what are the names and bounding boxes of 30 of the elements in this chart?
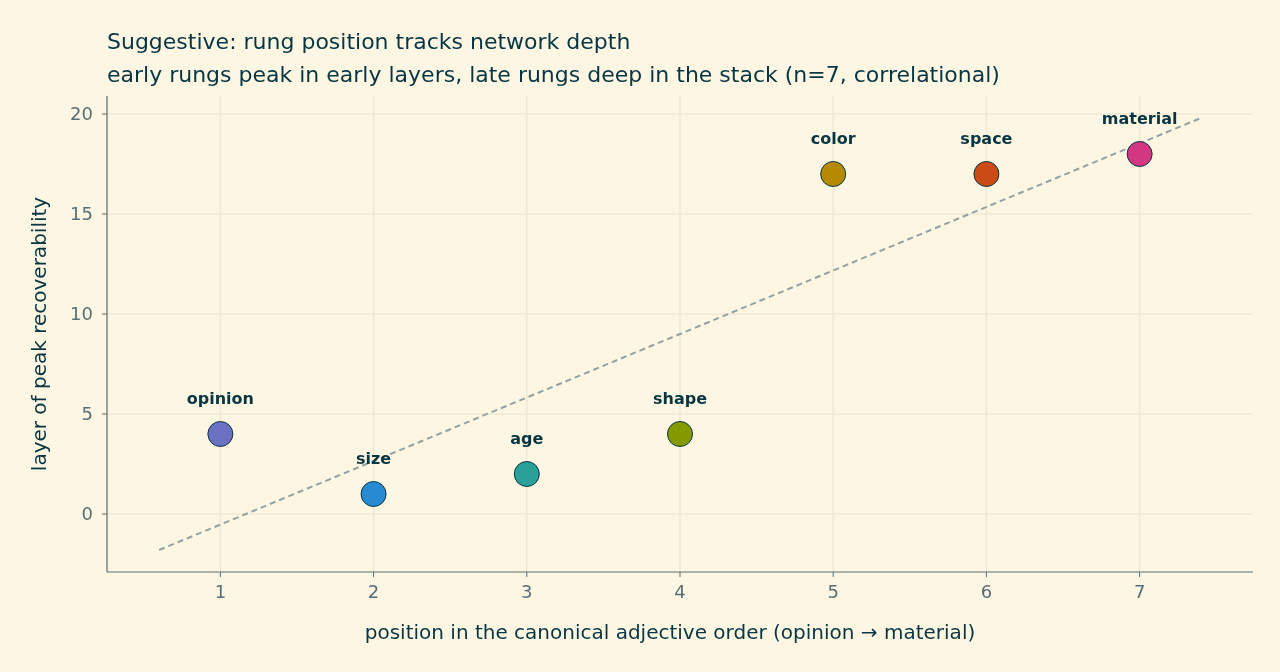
- series-label: age: [510, 429, 544, 448]
- chart-title: Suggestive: rung position tracks network depth: [107, 29, 631, 54]
- y-tick-label: 20: [70, 103, 93, 124]
- series-label: size: [356, 449, 392, 468]
- x-tick-label: 7: [1133, 581, 1146, 602]
- x-axis-title: position in the canonical adjective order (opinion → material): [364, 620, 976, 644]
- x-tick-label: 1: [214, 581, 227, 602]
- chart-subtitle: early rungs peak in early layers, late rungs deep in the stack (n=7, correlational): [107, 62, 1000, 87]
- y-tick-label: 5: [81, 403, 93, 424]
- point: [513, 461, 540, 487]
- x-tick-label: 3: [521, 581, 533, 602]
- x-tick-label: 5: [827, 581, 839, 602]
- point: [1126, 141, 1153, 167]
- y-tick-label: 0: [81, 503, 93, 524]
- x-tick-label: 6: [980, 581, 993, 602]
- point: [360, 481, 387, 507]
- y-axis-title: layer of peak recoverability: [27, 196, 51, 472]
- series-label: space: [960, 129, 1013, 148]
- point: [820, 161, 847, 187]
- x-tick-label: 2: [367, 581, 380, 602]
- series-label: material: [1101, 109, 1178, 128]
- x-tick-label: 4: [674, 581, 686, 602]
- y-tick-label: 15: [70, 203, 93, 224]
- series-label: shape: [652, 389, 708, 408]
- point: [207, 421, 234, 447]
- y-tick-label: 10: [70, 303, 93, 324]
- point: [973, 161, 1000, 187]
- point: [667, 421, 693, 447]
- series-label: opinion: [186, 389, 254, 408]
- series-label: color: [810, 129, 856, 148]
